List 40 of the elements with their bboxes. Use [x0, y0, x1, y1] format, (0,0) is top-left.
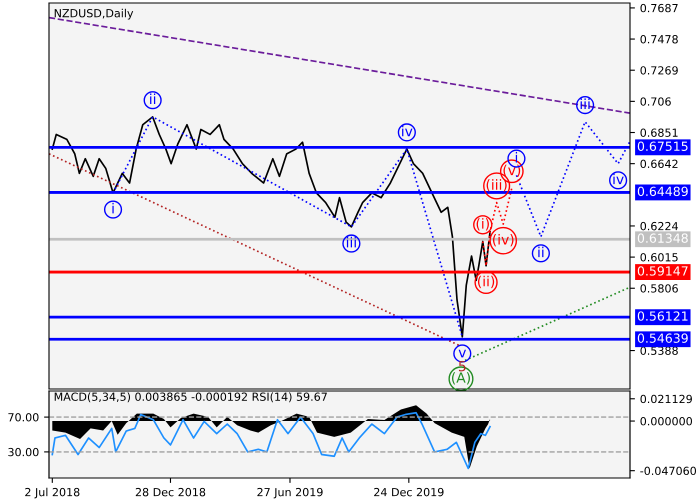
data-label: v [458, 350, 466, 358]
data-label: iv [402, 126, 412, 136]
y-tick-label: -0.047060 [640, 466, 696, 476]
y-tick-label: 0.021129 [640, 394, 692, 404]
y-tick-label: 0.7478 [640, 35, 678, 44]
x-tick-label: 24 Dec 2019 [374, 488, 444, 496]
y2-tick-label: 30.00 [8, 448, 39, 456]
data-label: (ii) [478, 276, 494, 288]
data-label: ii [150, 93, 156, 104]
data-label: (v) [503, 164, 520, 177]
y-tick-label: 0.6642 [640, 160, 678, 168]
y-tick-label: 0.7687 [640, 4, 678, 12]
data-label: ii [538, 246, 544, 258]
y-tick-label: 0.6224 [640, 222, 678, 230]
ref-line-label: 0.54639 [638, 333, 688, 343]
x-tick-label: 27 Jun 2019 [257, 488, 323, 498]
ref-line-label: 0.56121 [638, 311, 688, 321]
y-tick-label: 0.000000 [640, 417, 692, 426]
data-label: (i) [476, 218, 489, 230]
x-tick-label: 28 Dec 2018 [136, 488, 206, 496]
data-label: iv [613, 174, 624, 184]
ref-line-label: 0.67515 [638, 142, 688, 151]
data-label: iii [346, 236, 356, 248]
y-tick-label: 0.6015 [640, 253, 678, 262]
data-label: i [516, 152, 518, 162]
data-label: (A) [452, 372, 470, 385]
data-label: (iv) [492, 234, 514, 246]
y-tick-label: 0.706 [640, 97, 671, 106]
text: NZDUSD,Daily [54, 8, 134, 20]
chart-title: MACD(5,34,5) 0.003865 -0.000192 RSI(14) 59.67 [54, 392, 327, 402]
x-tick-label: 2 Jul 2018 [25, 488, 80, 498]
y-tick-label: 0.5806 [640, 284, 678, 293]
ref-line-label: 0.64489 [638, 186, 688, 196]
ref-line-label: 0.61348 [638, 233, 688, 243]
y-tick-label: 0.7269 [640, 66, 678, 75]
y-tick-label: 0.6851 [640, 128, 678, 137]
y2-tick-label: 70.00 [8, 413, 39, 422]
data-label: (iii) [486, 179, 507, 192]
data-label: i [112, 202, 114, 214]
ref-line-label: 0.59147 [638, 266, 688, 276]
